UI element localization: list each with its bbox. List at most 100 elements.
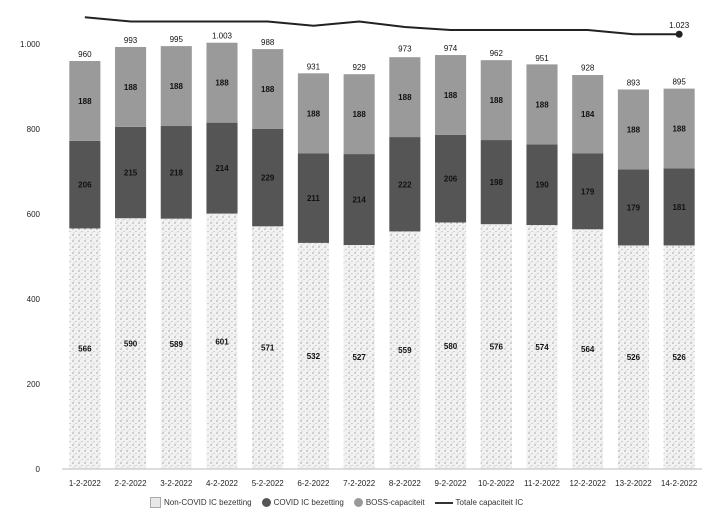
x-tick-label: 14-2-2022 xyxy=(661,479,698,488)
bars: 566 206 188 960 590 215 188 993 589 218 188 995 601 2… xyxy=(69,32,695,469)
bar-segment-boss xyxy=(343,74,375,155)
bar-data-label: 179 xyxy=(581,187,595,196)
bar-total-label: 962 xyxy=(490,49,504,58)
bar-segment-covid xyxy=(343,154,375,246)
bar-data-label: 532 xyxy=(307,352,321,361)
bar-data-label: 188 xyxy=(261,85,275,94)
bar-total-label: 974 xyxy=(444,44,458,53)
bar-total-label: 993 xyxy=(124,36,138,45)
legend-label-covid: COVID IC bezetting xyxy=(273,498,344,507)
bar-total-label: 973 xyxy=(398,44,412,53)
bar-data-label: 188 xyxy=(672,125,686,134)
bar-total-label: 988 xyxy=(261,38,275,47)
bar-segment-boss xyxy=(69,61,101,141)
x-tick-label: 10-2-2022 xyxy=(478,479,515,488)
bar-segment-non-covid xyxy=(526,225,558,469)
bar-data-label: 206 xyxy=(78,181,92,190)
bar-segment-non-covid xyxy=(617,245,649,469)
bar-segment-boss xyxy=(389,57,421,138)
y-tick-label: 200 xyxy=(27,380,41,389)
bar-data-label: 229 xyxy=(261,174,275,183)
bar-segment-non-covid xyxy=(663,245,695,469)
bar-segment-boss xyxy=(617,89,649,170)
bar-data-label: 590 xyxy=(124,340,138,349)
bar-segment-covid xyxy=(297,153,329,243)
bar-segment-covid xyxy=(663,168,695,246)
bar-segment-covid xyxy=(252,129,284,227)
legend-label-boss: BOSS-capaciteit xyxy=(365,498,425,507)
bar-data-label: 211 xyxy=(307,194,320,203)
x-axis: 1-2-2022 2-2-2022 3-2-2022 4-2-2022 5-2-2022… xyxy=(62,468,702,488)
bar-segment-boss xyxy=(663,88,695,169)
total-capacity-end-marker xyxy=(675,30,683,38)
legend-item-covid: COVID IC bezetting xyxy=(261,498,344,507)
bar-data-label: 214 xyxy=(215,164,229,173)
legend-swatch-non-covid xyxy=(150,497,161,508)
bar-segment-non-covid xyxy=(572,229,604,469)
y-tick-label: 600 xyxy=(27,210,41,219)
bar-segment-boss xyxy=(115,46,147,127)
bar-data-label: 526 xyxy=(627,353,641,362)
bar-total-label: 1.003 xyxy=(212,32,233,41)
legend-item-non-covid: Non-COVID IC bezetting xyxy=(150,497,252,508)
bar-data-label: 218 xyxy=(170,168,184,177)
x-tick-label: 2-2-2022 xyxy=(115,479,148,488)
bar-segment-covid xyxy=(435,134,467,223)
bar-segment-non-covid xyxy=(480,224,512,469)
legend-swatch-total xyxy=(434,501,453,504)
bar-segment-boss xyxy=(297,73,329,154)
y-tick-label: 1.000 xyxy=(20,40,41,49)
bar-segment-non-covid xyxy=(435,222,467,469)
bar-data-label: 222 xyxy=(398,180,412,189)
bar-data-label: 198 xyxy=(490,178,504,187)
bar-data-label: 526 xyxy=(672,353,686,362)
bar-data-label: 206 xyxy=(444,175,458,184)
bar-segment-boss xyxy=(572,75,604,154)
bar-data-label: 589 xyxy=(170,340,184,349)
bar-segment-covid xyxy=(480,140,512,225)
x-tick-label: 6-2-2022 xyxy=(297,479,330,488)
legend: Non-COVID IC bezetting COVID IC bezettin… xyxy=(150,497,523,508)
bar-segment-boss xyxy=(206,42,238,123)
bar-data-label: 184 xyxy=(581,110,595,119)
bar-segment-non-covid xyxy=(297,242,329,469)
bar-data-label: 188 xyxy=(398,93,412,102)
bar-segment-non-covid xyxy=(389,231,421,469)
x-tick-label: 12-2-2022 xyxy=(569,479,606,488)
bar-data-label: 181 xyxy=(672,203,686,212)
bar-segment-non-covid xyxy=(343,245,375,469)
total-capacity-polyline xyxy=(84,16,680,36)
bar-data-label: 188 xyxy=(307,109,321,118)
bar-segment-non-covid xyxy=(160,218,192,469)
bar-total-label: 960 xyxy=(78,50,92,59)
bar-segment-covid xyxy=(389,137,421,232)
x-tick-label: 13-2-2022 xyxy=(615,479,652,488)
legend-swatch-boss xyxy=(353,498,363,507)
bar-data-label: 179 xyxy=(627,203,641,212)
bar-segment-covid xyxy=(572,153,604,230)
bar-segment-boss xyxy=(526,64,558,145)
bar-data-label: 574 xyxy=(535,343,549,352)
bar-data-label: 564 xyxy=(581,345,595,354)
legend-item-boss: BOSS-capaciteit xyxy=(353,498,425,507)
x-tick-label: 4-2-2022 xyxy=(206,479,239,488)
bar-segment-boss xyxy=(435,55,467,135)
bar-data-label: 188 xyxy=(490,96,504,105)
x-tick-label: 7-2-2022 xyxy=(343,479,376,488)
bar-total-label: 951 xyxy=(535,54,549,63)
bar-segment-non-covid xyxy=(206,213,238,469)
bar-data-label: 214 xyxy=(352,196,366,205)
bar-data-label: 188 xyxy=(444,91,458,100)
legend-label-non-covid: Non-COVID IC bezetting xyxy=(164,498,252,507)
bar-segment-covid xyxy=(526,144,558,226)
bar-data-label: 188 xyxy=(215,79,229,88)
bar-total-label: 895 xyxy=(672,78,686,87)
x-tick-label: 11-2-2022 xyxy=(524,479,560,488)
bar-data-label: 188 xyxy=(627,125,641,134)
y-tick-label: 0 xyxy=(36,465,41,474)
bar-segment-boss xyxy=(252,49,284,129)
bar-segment-non-covid xyxy=(115,218,147,469)
bar-total-label: 928 xyxy=(581,64,595,73)
bar-data-label: 566 xyxy=(78,345,92,354)
